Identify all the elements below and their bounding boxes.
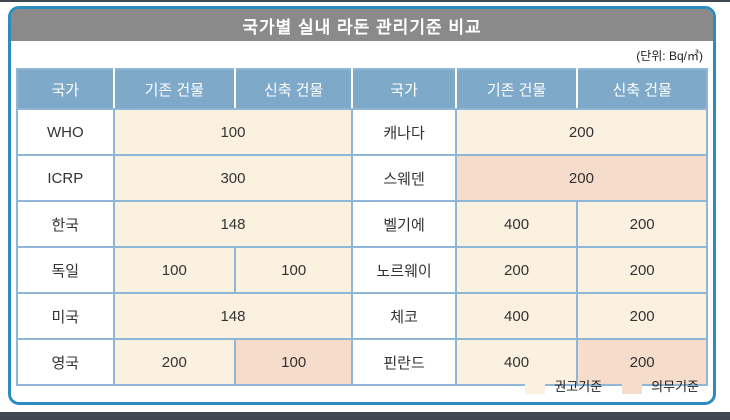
country-cell: 벨기에 — [351, 200, 457, 248]
value-cell: 400 — [454, 292, 579, 340]
page-edge-strip-top — [0, 0, 730, 2]
value-cell: 100 — [112, 246, 237, 294]
page-title: 국가별 실내 라돈 관리기준 비교 — [242, 17, 482, 37]
value-cell: 200 — [576, 338, 708, 386]
column-header: 기존 건물 — [113, 69, 237, 110]
page-edge-strip-bottom — [0, 412, 730, 420]
unit-label: (단위: Bq/㎥) — [636, 49, 703, 63]
column-header: 국가 — [17, 69, 115, 110]
table-row: 영국 200 100 핀란드 400 200 — [16, 338, 708, 386]
legend: 권고기준 의무기준 — [525, 376, 699, 395]
country-cell: 스웨덴 — [351, 154, 457, 202]
value-cell: 100 — [234, 338, 354, 386]
country-cell: WHO — [16, 108, 115, 156]
table-row: 독일 100 100 노르웨이 200 200 — [16, 246, 708, 294]
value-cell: 300 — [112, 154, 354, 202]
country-cell: 체코 — [351, 292, 457, 340]
header-row: 국가 기존 건물 신축 건물 국가 기존 건물 신축 건물 — [17, 69, 707, 110]
value-cell: 400 — [454, 338, 579, 386]
column-header: 국가 — [352, 69, 457, 110]
column-header: 기존 건물 — [455, 69, 579, 110]
value-cell: 148 — [112, 200, 354, 248]
table-row: ICRP 300 스웨덴 200 — [16, 154, 709, 202]
value-cell: 200 — [454, 246, 579, 294]
table-row: 한국 148 벨기에 400 200 — [16, 200, 708, 248]
table-row: WHO 100 캐나다 200 — [16, 108, 709, 156]
country-cell: 핀란드 — [351, 338, 457, 386]
value-cell: 200 — [576, 292, 708, 340]
legend-item: 권고기준 — [525, 376, 602, 395]
value-cell: 400 — [454, 200, 579, 248]
country-cell: 영국 — [16, 338, 115, 386]
value-cell: 200 — [112, 338, 237, 386]
column-header: 신축 건물 — [235, 69, 354, 110]
value-cell: 200 — [454, 108, 709, 156]
panel-title-bar: 국가별 실내 라돈 관리기준 비교 — [11, 9, 713, 41]
value-cell: 200 — [576, 200, 708, 248]
radon-comparison-panel: 국가별 실내 라돈 관리기준 비교 (단위: Bq/㎥) 국가 기존 건물 신축 건… — [8, 6, 716, 405]
value-cell: 148 — [112, 292, 354, 340]
legend-swatch — [622, 377, 643, 394]
country-cell: 노르웨이 — [351, 246, 457, 294]
legend-label: 권고기준 — [554, 379, 603, 394]
country-cell: 캐나다 — [351, 108, 457, 156]
value-cell: 200 — [454, 154, 709, 202]
country-cell: 미국 — [16, 292, 115, 340]
legend-swatch — [525, 377, 546, 394]
radon-standards-table: 국가 기존 건물 신축 건물 국가 기존 건물 신축 건물 WHO 100 캐나다 200 ICR… — [16, 68, 709, 386]
legend-item: 의무기준 — [622, 376, 699, 395]
value-cell: 100 — [112, 108, 354, 156]
country-cell: 독일 — [16, 246, 115, 294]
value-cell: 200 — [576, 246, 708, 294]
legend-label: 의무기준 — [651, 379, 699, 394]
value-cell: 100 — [234, 246, 354, 294]
country-cell: ICRP — [16, 154, 115, 202]
column-header: 신축 건물 — [577, 69, 707, 110]
table-row: 미국 148 체코 400 200 — [16, 292, 708, 340]
country-cell: 한국 — [16, 200, 115, 248]
table-body: WHO 100 캐나다 200 ICRP 300 스웨덴 200 한국 148 벨기에 400 200 독… — [16, 108, 709, 386]
